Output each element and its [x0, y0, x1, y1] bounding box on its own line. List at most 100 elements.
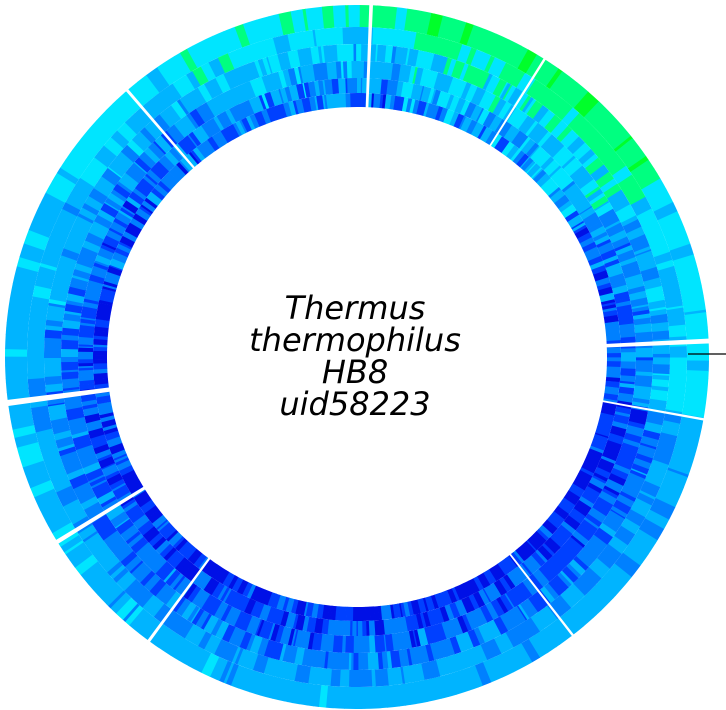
ring-segment: [630, 408, 648, 418]
ring-segment: [142, 175, 157, 188]
ring-segment: [487, 57, 503, 77]
ring-segment: [626, 226, 646, 242]
ring-segment: [562, 609, 585, 633]
ring-segment: [686, 360, 709, 372]
ring-segment: [350, 652, 354, 670]
ring-segment: [546, 139, 560, 154]
ring-segment: [246, 42, 263, 63]
ring-segment: [70, 428, 88, 436]
ring-segment: [351, 669, 361, 687]
ring-segment: [284, 86, 293, 103]
ring-segment: [135, 541, 151, 557]
ring-segment: [649, 497, 676, 521]
ring-segment: [41, 254, 60, 264]
ring-segment: [650, 389, 669, 399]
ring-segment: [96, 110, 122, 136]
ring-segment: [150, 579, 167, 597]
ring-segment: [78, 450, 97, 465]
ring-segment: [144, 197, 158, 209]
ring-segment: [585, 486, 601, 498]
ring-segment: [610, 279, 626, 287]
ring-segment: [615, 457, 634, 470]
ring-segment: [319, 62, 329, 81]
ring-segment: [64, 400, 83, 408]
ring-segment: [439, 591, 448, 607]
ring-segment: [585, 513, 603, 528]
ring-segment: [93, 368, 108, 374]
ring-segment: [186, 45, 204, 69]
ring-segment: [657, 211, 680, 225]
ring-segment: [540, 134, 559, 153]
ring-segment: [559, 500, 574, 513]
ring-segment: [613, 525, 636, 546]
ring-segment: [228, 645, 239, 663]
ring-segment: [432, 642, 441, 660]
ring-segment: [507, 145, 520, 160]
ring-segment: [498, 82, 509, 98]
ring-segment: [80, 561, 105, 584]
ring-segment: [608, 510, 625, 523]
ring-segment: [301, 615, 310, 632]
ring-segment: [589, 107, 613, 130]
ring-segment: [97, 490, 116, 505]
ring-segment: [572, 581, 588, 596]
ring-segment: [622, 265, 639, 273]
ring-segment: [684, 309, 707, 316]
ring-segment: [532, 105, 550, 124]
ring-segment: [394, 7, 408, 31]
ring-segment: [589, 192, 606, 206]
ring-segment: [78, 351, 94, 360]
ring-segment: [527, 538, 540, 551]
ring-segment: [78, 524, 97, 541]
genome-rings: [4, 5, 710, 709]
ring-segment: [523, 119, 536, 135]
ring-segment: [649, 240, 668, 253]
ring-segment: [90, 478, 108, 489]
ring-segment: [624, 184, 646, 206]
ring-segment: [107, 166, 123, 179]
ring-segment: [145, 507, 160, 519]
ring-segment: [290, 628, 297, 647]
ring-segment: [631, 463, 650, 475]
ring-segment: [651, 246, 670, 258]
ring-segment: [406, 601, 414, 616]
ring-segment: [435, 675, 450, 699]
ring-segment: [50, 416, 69, 427]
ring-segment: [405, 48, 411, 66]
ring-segment: [292, 629, 299, 647]
ring-segment: [301, 97, 312, 113]
ring-segment: [606, 376, 621, 381]
ring-segment: [241, 597, 251, 613]
ring-segment: [118, 209, 133, 220]
ring-segment: [419, 68, 430, 87]
ring-segment: [63, 318, 81, 322]
ring-segment: [476, 572, 491, 589]
ring-segment: [606, 366, 621, 373]
ring-segment: [36, 265, 57, 282]
ring-segment: [288, 100, 297, 116]
ring-segment: [353, 77, 358, 94]
ring-segment: [339, 93, 347, 108]
ring-segment: [435, 607, 445, 624]
ring-segment: [314, 667, 320, 685]
ring-segment: [147, 554, 162, 569]
ring-segment: [188, 131, 202, 147]
ring-segment: [84, 235, 103, 248]
ring-segment: [518, 543, 534, 559]
ring-segment: [30, 479, 55, 498]
ring-segment: [109, 220, 127, 235]
ring-segment: [669, 354, 688, 358]
ring-segment: [587, 255, 603, 267]
ring-segment: [172, 575, 186, 591]
ring-segment: [368, 635, 376, 653]
ring-segment: [624, 273, 644, 286]
ring-segment: [74, 262, 93, 275]
ring-segment: [402, 47, 409, 66]
ring-segment: [560, 204, 577, 219]
ring-segment: [234, 65, 249, 85]
ring-segment: [387, 604, 393, 620]
ring-segment: [128, 191, 145, 206]
ring-segment: [183, 545, 197, 560]
ring-segment: [516, 547, 528, 561]
ring-segment: [163, 546, 177, 561]
